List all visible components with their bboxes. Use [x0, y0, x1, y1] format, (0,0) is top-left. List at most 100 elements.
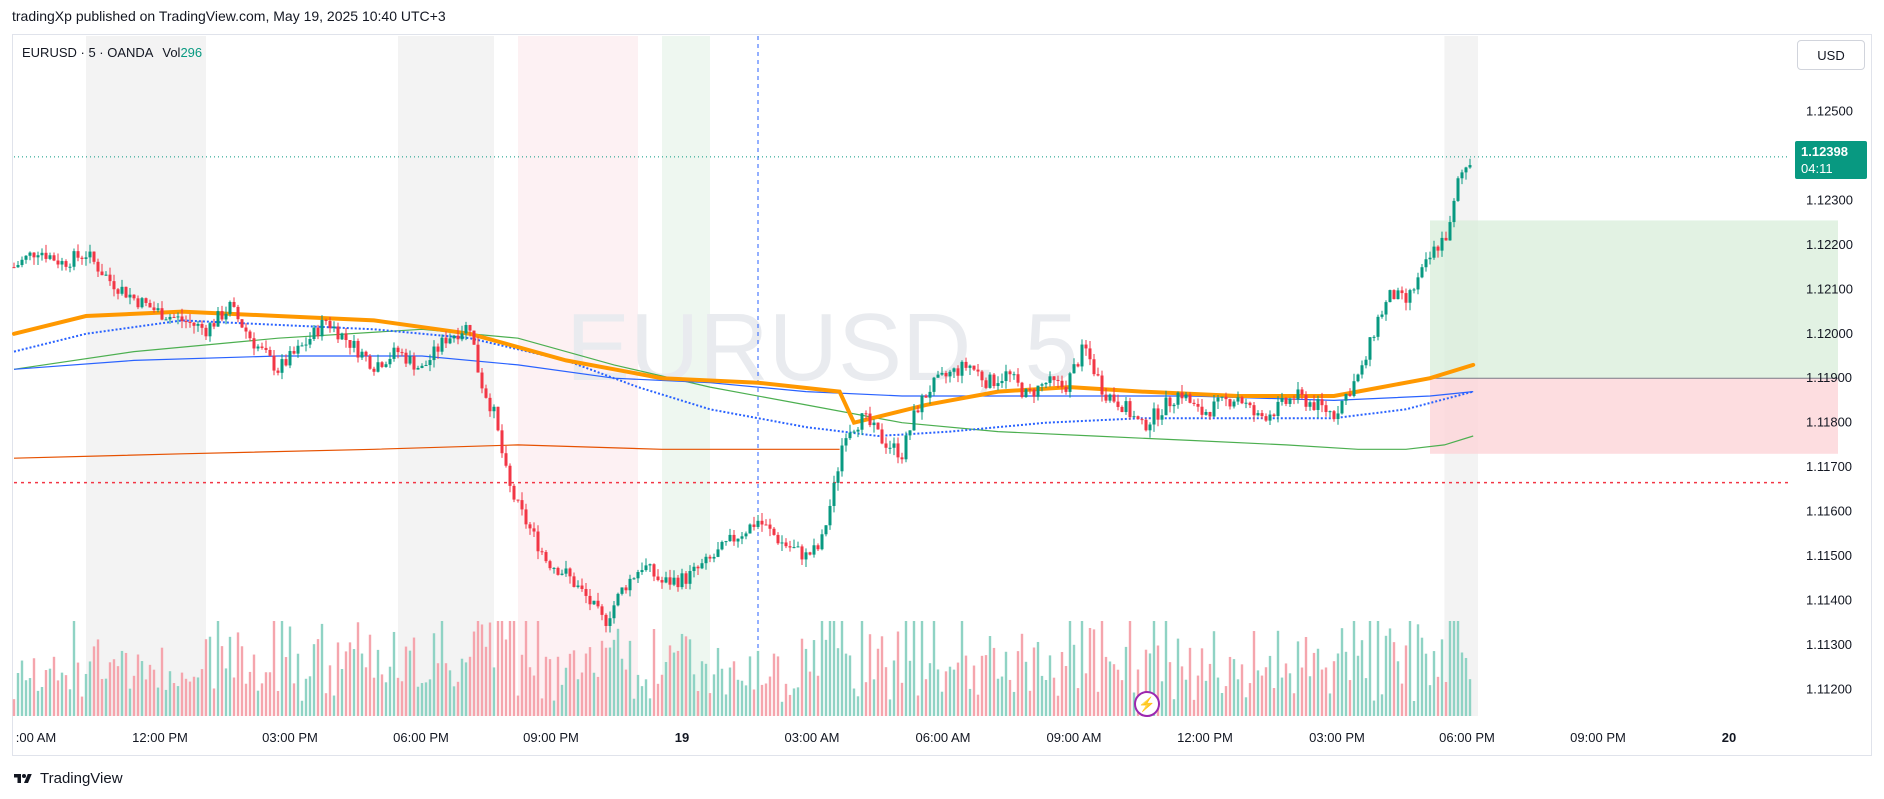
symbol-legend[interactable]: EURUSD · 5 · OANDA Vol296	[22, 45, 202, 60]
legend-vol-value: 296	[180, 45, 203, 60]
volume-bar	[460, 658, 464, 716]
volume-bar	[476, 621, 480, 716]
last-price-tag: 1.12398 04:11	[1795, 141, 1867, 179]
candle-body	[812, 545, 816, 555]
candle-body	[48, 255, 52, 259]
candle-body	[640, 570, 644, 573]
volume-bar	[1280, 677, 1284, 716]
currency-button[interactable]: USD	[1797, 40, 1865, 70]
volume-bar	[1060, 651, 1064, 716]
volume-bar	[468, 656, 472, 716]
volume-bar	[388, 666, 392, 716]
legend-symbol[interactable]: EURUSD · 5 · OANDA	[22, 45, 153, 60]
x-tick-label: 12:00 PM	[132, 730, 188, 745]
candle-body	[1108, 394, 1112, 401]
candle-body	[456, 335, 460, 340]
volume-bar	[1204, 680, 1208, 716]
volume-bar	[560, 684, 564, 716]
volume-bar	[676, 650, 680, 716]
chart-canvas[interactable]: EURUSD, 5 1.12500 1.12300 1.12200 1.12100 1.1…	[0, 0, 1884, 760]
volume-bar	[1252, 631, 1256, 716]
candle-body	[1468, 165, 1472, 168]
candle-body	[1048, 376, 1052, 383]
candle-body	[656, 576, 660, 581]
candle-body	[1056, 379, 1060, 381]
candle-body	[632, 578, 636, 580]
volume-bar	[872, 679, 876, 716]
volume-bar	[1156, 645, 1160, 716]
y-tick-label: 1.11300	[1806, 637, 1852, 652]
candle-body	[200, 324, 204, 328]
candle-body	[1332, 411, 1336, 420]
y-tick-label: 1.11400	[1806, 592, 1852, 607]
volume-bar	[320, 623, 324, 716]
candle-body	[988, 374, 992, 388]
volume-bar	[884, 667, 888, 716]
candle-body	[1136, 416, 1140, 420]
candle-body	[1032, 389, 1036, 397]
candle-body	[780, 542, 784, 544]
candle-body	[616, 593, 620, 606]
volume-bar	[12, 699, 16, 716]
candle-body	[1396, 290, 1400, 300]
tradingview-footer[interactable]: TradingView	[12, 770, 123, 787]
candle-body	[680, 573, 684, 588]
volume-bar	[708, 693, 712, 716]
candle-body	[840, 445, 844, 472]
candle-body	[1264, 416, 1268, 421]
candle-body	[1408, 290, 1412, 303]
volume-bar	[104, 678, 108, 716]
candle-body	[224, 313, 228, 320]
volume-bar	[1212, 631, 1216, 716]
candle-body	[388, 358, 392, 365]
candle-body	[604, 614, 608, 626]
candle-body	[1288, 398, 1292, 404]
candle-body	[1432, 246, 1436, 258]
candle-body	[672, 577, 676, 585]
volume-bar	[464, 662, 468, 716]
volume-bar	[1000, 676, 1004, 716]
candle-body	[948, 371, 952, 377]
candle-body	[1060, 380, 1064, 388]
candle-body	[52, 255, 56, 261]
volume-bar	[584, 653, 588, 716]
volume-bar	[1376, 621, 1380, 716]
candle-body	[372, 368, 376, 372]
volume-bar	[944, 671, 948, 716]
candle-body	[1140, 419, 1144, 421]
volume-bar	[268, 672, 272, 716]
volume-bar	[400, 681, 404, 716]
candle-body	[588, 595, 592, 605]
volume-bar	[1052, 677, 1056, 716]
candle-body	[520, 500, 524, 510]
candle-body	[148, 302, 152, 308]
volume-bar	[1400, 683, 1404, 716]
lightning-icon[interactable]: ⚡	[1134, 691, 1160, 717]
candle-body	[592, 600, 596, 605]
volume-bar	[300, 700, 304, 716]
candle-body	[56, 260, 60, 265]
volume-bar	[484, 646, 488, 716]
candle-body	[1376, 316, 1380, 337]
bar-countdown: 04:11	[1801, 161, 1833, 176]
volume-bar	[100, 678, 104, 716]
volume-bar	[1096, 691, 1100, 716]
candle-body	[1012, 374, 1016, 376]
candle-body	[1112, 394, 1116, 402]
chart-frame[interactable]	[12, 34, 1872, 756]
candle-body	[276, 370, 280, 373]
candle-body	[1308, 402, 1312, 407]
candle-body	[980, 371, 984, 381]
candle-body	[552, 567, 556, 569]
volume-bar	[404, 646, 408, 716]
volume-bar	[112, 659, 116, 716]
chart-watermark: EURUSD, 5	[566, 294, 1078, 401]
candle-body	[1068, 373, 1072, 392]
candle-body	[712, 556, 716, 559]
volume-bar	[628, 640, 632, 716]
candle-body	[1460, 172, 1464, 179]
candle-body	[256, 346, 260, 349]
volume-bar	[1072, 644, 1076, 716]
candle-body	[984, 380, 988, 388]
volume-bar	[888, 699, 892, 716]
